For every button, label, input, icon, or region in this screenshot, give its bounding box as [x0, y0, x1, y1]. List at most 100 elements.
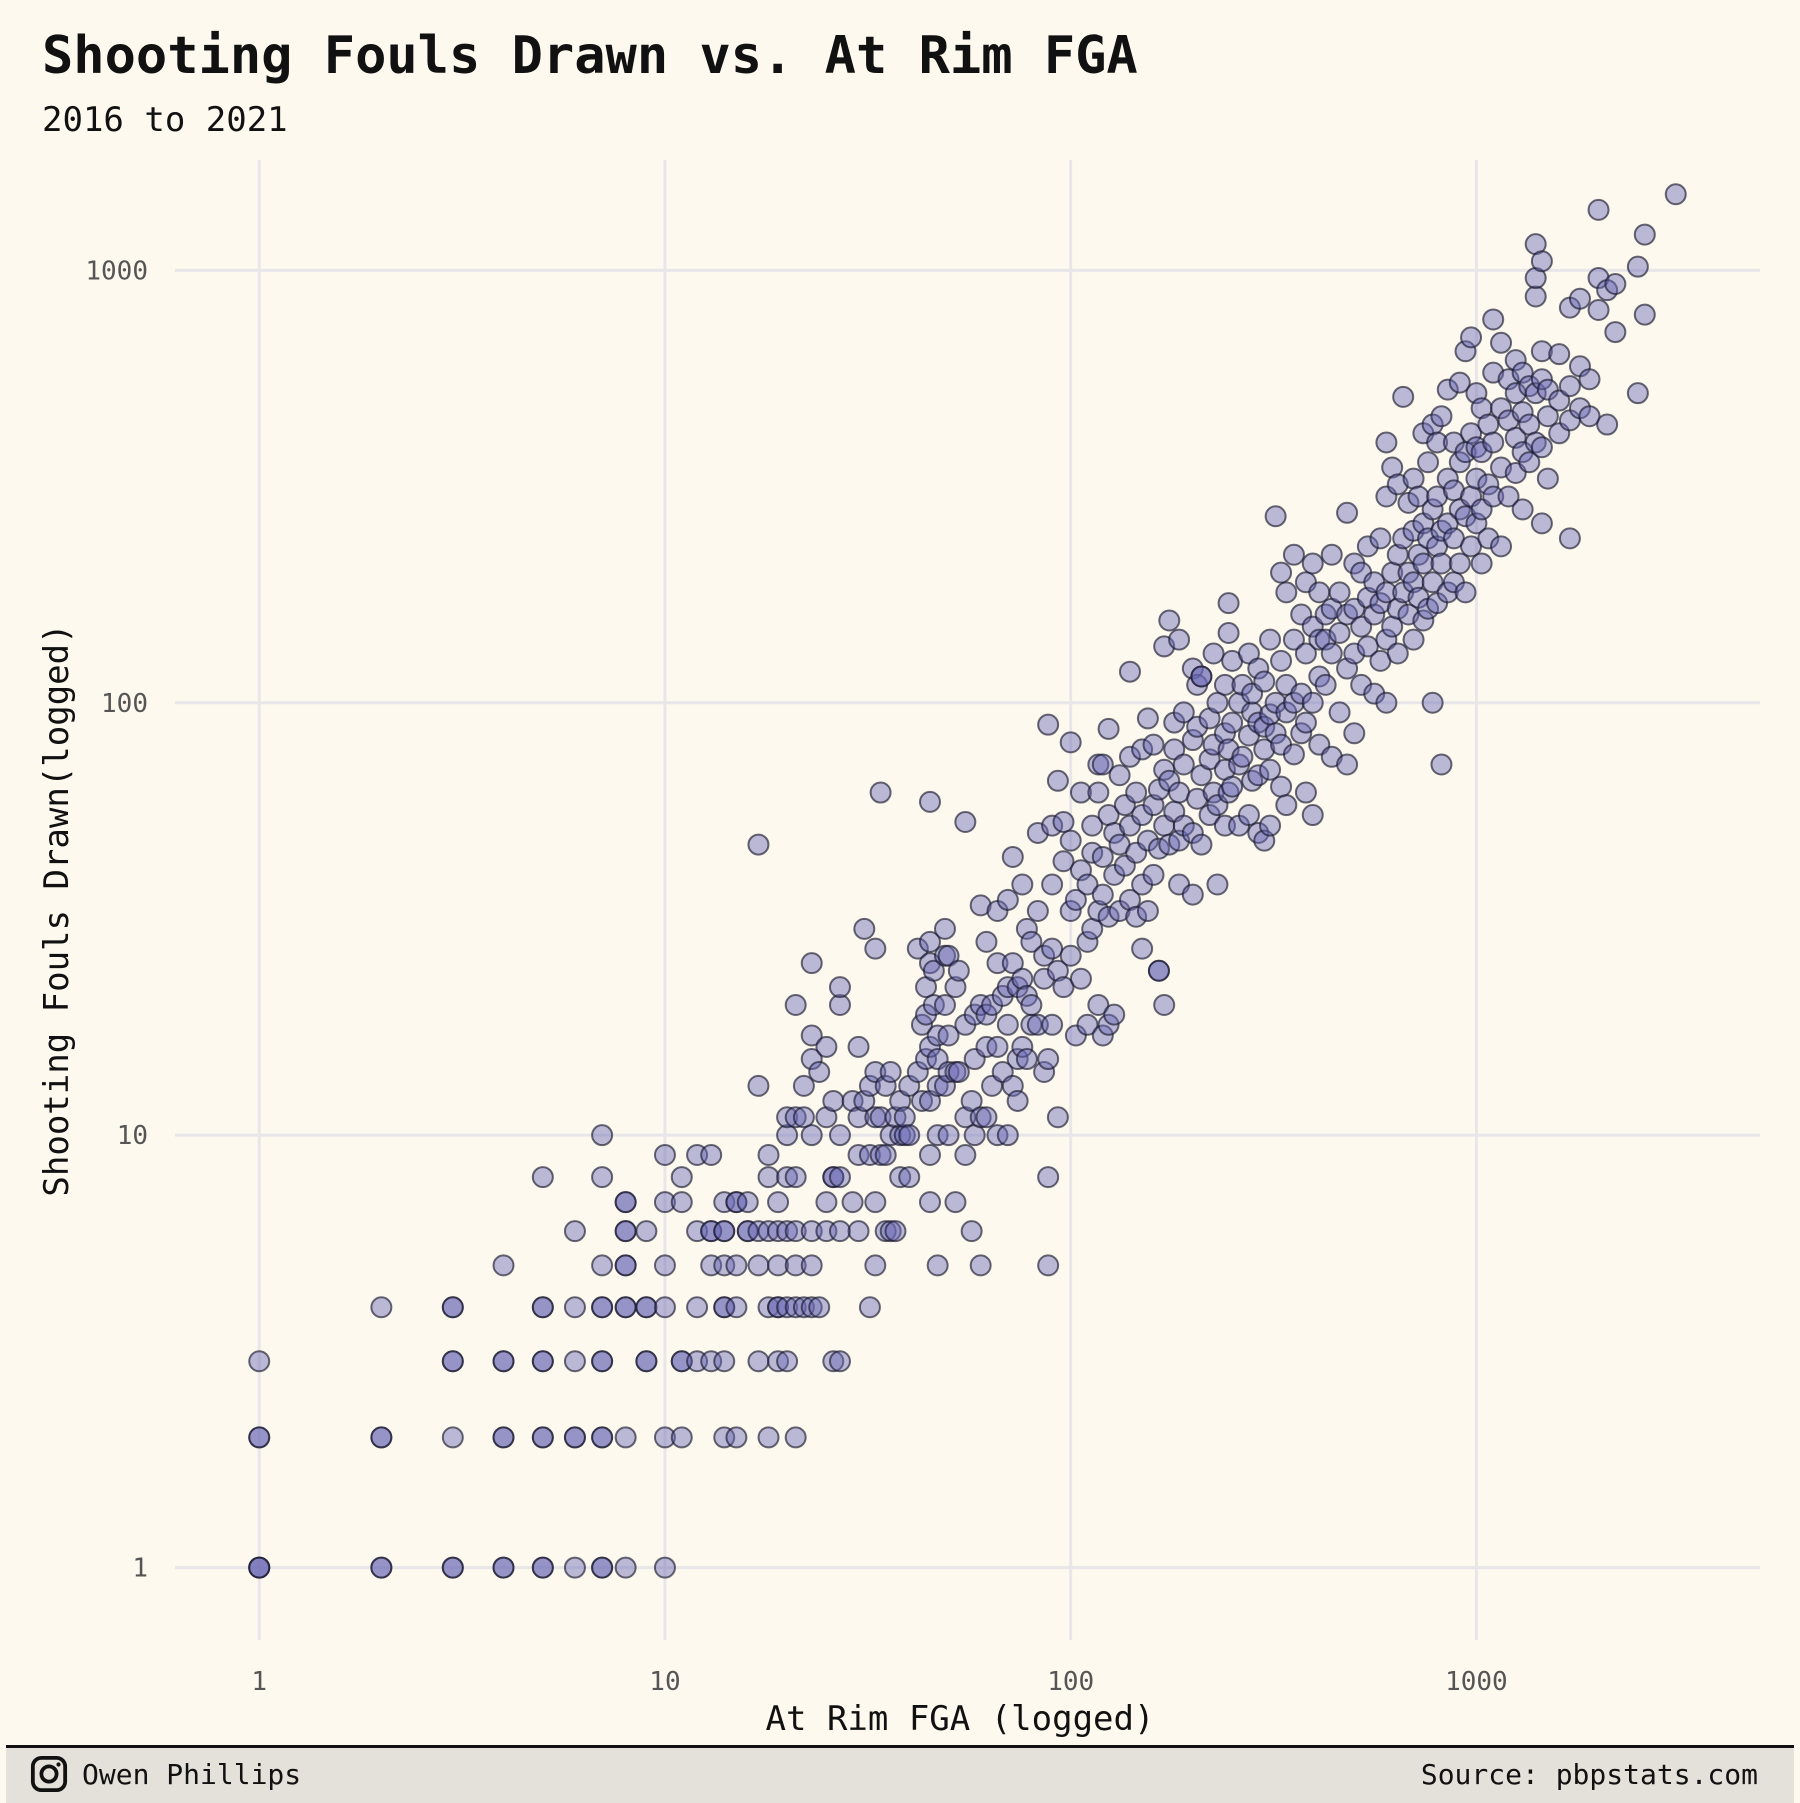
data-point	[635, 1296, 658, 1319]
data-point	[1402, 628, 1425, 651]
data-point	[492, 1556, 515, 1579]
data-point	[1020, 994, 1043, 1017]
data-point	[747, 1254, 770, 1277]
data-point	[1270, 649, 1293, 672]
data-point	[1259, 814, 1282, 837]
data-point	[531, 1296, 554, 1319]
data-point	[954, 1106, 977, 1129]
data-point	[767, 1254, 790, 1277]
data-point	[653, 1143, 676, 1166]
data-point	[947, 959, 970, 982]
data-point	[1041, 937, 1064, 960]
data-point	[1041, 873, 1064, 896]
data-point	[1460, 326, 1483, 349]
data-point	[1294, 642, 1317, 665]
data-point	[1091, 1024, 1114, 1047]
data-point	[1052, 811, 1075, 834]
data-point	[954, 1143, 977, 1166]
data-point	[1386, 597, 1409, 620]
data-point	[1282, 628, 1305, 651]
scatter-chart: 1 10 100 1000 1 10 100 1000 At Rim FGA (logged…	[37, 160, 1760, 1739]
author-credit: Owen Phillips	[82, 1758, 302, 1791]
data-point	[784, 994, 807, 1017]
data-point	[1363, 603, 1386, 626]
data-point	[1558, 527, 1581, 550]
data-point	[370, 1426, 393, 1449]
data-point	[1097, 905, 1120, 928]
data-point	[960, 1220, 983, 1243]
data-point	[884, 1220, 907, 1243]
data-point	[776, 1106, 799, 1129]
data-point	[996, 1013, 1019, 1036]
data-point	[869, 1106, 892, 1129]
y-axis-label: Shooting Fouls Drawn(logged)	[37, 623, 77, 1196]
data-point	[1253, 715, 1276, 738]
data-point	[563, 1350, 586, 1373]
data-point	[1530, 250, 1553, 273]
x-tick-labels: 1 10 100 1000	[251, 1667, 1507, 1697]
data-point	[1596, 413, 1619, 436]
data-point	[1568, 287, 1591, 310]
data-point	[933, 994, 956, 1017]
data-point	[1213, 722, 1236, 745]
data-point	[1076, 873, 1099, 896]
data-point	[635, 1350, 658, 1373]
source-credit: Source: pbpstats.com	[1420, 1758, 1758, 1791]
data-point	[492, 1426, 515, 1449]
data-point	[1041, 1013, 1064, 1036]
data-point	[1168, 628, 1191, 651]
x-tick-label: 1000	[1445, 1667, 1508, 1697]
data-point	[1059, 731, 1082, 754]
data-point	[747, 1074, 770, 1097]
data-point	[918, 1035, 941, 1058]
data-point	[757, 1426, 780, 1449]
data-point	[1407, 485, 1430, 508]
data-point	[1530, 512, 1553, 535]
data-point	[1118, 660, 1141, 683]
data-point	[1454, 340, 1477, 363]
instagram-icon[interactable]	[30, 1755, 68, 1793]
data-point	[1202, 642, 1225, 665]
data-point	[776, 1220, 799, 1243]
data-point	[996, 888, 1019, 911]
data-point	[1020, 930, 1043, 953]
data-point	[1301, 804, 1324, 827]
data-point	[918, 930, 941, 953]
y-tick-label: 1	[132, 1554, 148, 1584]
data-point	[986, 1035, 1009, 1058]
data-point	[918, 1143, 941, 1166]
data-point	[1125, 905, 1148, 928]
data-point	[670, 1426, 693, 1449]
data-points	[248, 183, 1687, 1579]
data-point	[1604, 321, 1627, 344]
data-point	[653, 1191, 676, 1214]
data-point	[591, 1254, 614, 1277]
data-point	[736, 1191, 759, 1214]
data-point	[922, 994, 945, 1017]
data-point	[1524, 285, 1547, 308]
data-point	[947, 1060, 970, 1083]
data-point	[874, 1074, 897, 1097]
data-point	[1125, 781, 1148, 804]
data-point	[1482, 431, 1505, 454]
data-point	[713, 1426, 736, 1449]
data-point	[1217, 781, 1240, 804]
footer-bar: Owen Phillips Source: pbpstats.com	[6, 1745, 1794, 1803]
data-point	[969, 1254, 992, 1277]
data-point	[1270, 561, 1293, 584]
data-point	[1247, 657, 1270, 680]
data-point	[1015, 1048, 1038, 1071]
x-tick-label: 100	[1047, 1667, 1094, 1697]
data-point	[1548, 343, 1571, 366]
data-point	[1328, 701, 1351, 724]
data-point	[713, 1254, 736, 1277]
data-point	[1046, 1106, 1069, 1129]
data-point	[1006, 1089, 1029, 1112]
data-point	[776, 1124, 799, 1147]
data-point	[1001, 845, 1024, 868]
data-point	[1548, 389, 1571, 412]
data-point	[1270, 775, 1293, 798]
data-point	[1490, 397, 1513, 420]
data-point	[915, 1048, 938, 1071]
data-point	[1604, 273, 1627, 296]
